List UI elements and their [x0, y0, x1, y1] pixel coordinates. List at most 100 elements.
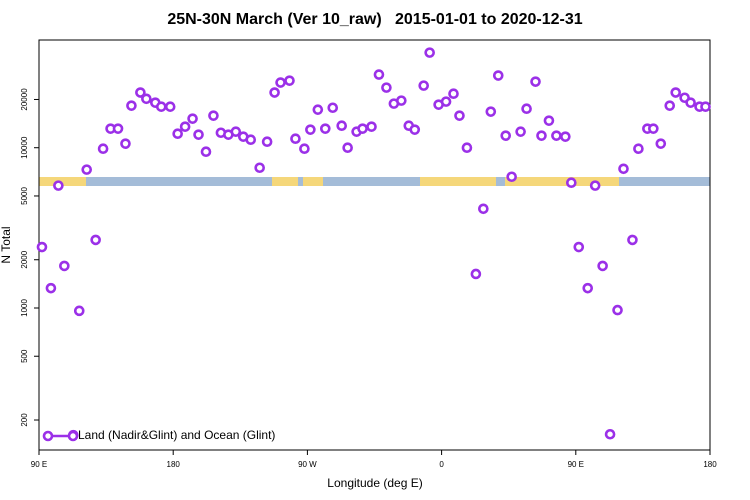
data-point	[254, 162, 265, 174]
data-point	[193, 129, 204, 140]
data-point	[373, 69, 385, 80]
data-point	[543, 115, 555, 126]
data-point	[261, 136, 273, 148]
data-point	[90, 234, 101, 246]
data-point	[126, 100, 137, 111]
data-point	[566, 177, 577, 188]
data-point	[155, 101, 167, 112]
y-tick-label: 200	[20, 413, 29, 427]
data-point	[418, 80, 430, 91]
data-point	[319, 123, 331, 134]
data-point	[604, 428, 616, 440]
data-point	[530, 76, 541, 87]
x-tick-label: 180	[703, 460, 717, 469]
data-point	[290, 133, 301, 145]
data-point	[135, 87, 146, 98]
data-point	[381, 82, 392, 93]
data-point	[589, 180, 601, 191]
land-band	[420, 177, 496, 186]
land-ocean-band	[39, 177, 710, 186]
data-point	[670, 87, 682, 98]
data-point	[269, 87, 280, 98]
data-point	[45, 282, 57, 294]
y-tick-label: 500	[20, 349, 29, 363]
chart-title: 25N-30N March (Ver 10_raw) 2015-01-01 to…	[167, 11, 582, 28]
data-point	[521, 103, 532, 115]
data-point	[470, 268, 482, 280]
data-point	[97, 143, 109, 154]
data-point	[454, 110, 465, 121]
data-point	[461, 142, 473, 154]
data-point	[245, 134, 257, 146]
data-point	[275, 77, 286, 88]
data-point	[357, 123, 368, 134]
data-point	[700, 101, 711, 112]
legend-label: Land (Nadir&Glint) and Ocean (Glint)	[78, 428, 275, 442]
data-point	[409, 124, 421, 135]
data-point	[81, 164, 93, 175]
data-point	[36, 241, 48, 253]
data-point	[53, 180, 64, 191]
data-point	[655, 138, 667, 149]
data-point	[187, 113, 198, 124]
data-point	[551, 130, 562, 141]
data-point	[424, 47, 435, 58]
data-point	[305, 124, 316, 135]
land-band	[272, 177, 298, 186]
data-point	[560, 131, 571, 142]
data-point	[664, 100, 676, 111]
data-point	[627, 234, 638, 246]
y-tick-label: 5000	[20, 187, 29, 205]
data-point	[485, 106, 497, 117]
y-axis-label: N Total	[0, 226, 13, 263]
land-band	[303, 177, 323, 186]
data-point	[492, 70, 504, 81]
x-tick-label: 0	[439, 460, 444, 469]
data-point	[208, 110, 219, 121]
data-point	[200, 146, 212, 158]
x-tick-label: 90 W	[298, 460, 317, 469]
data-point	[618, 163, 629, 175]
y-tick-label: 2000	[20, 250, 29, 268]
x-tick-label: 90 E	[568, 460, 584, 469]
data-point	[478, 203, 489, 215]
data-point	[59, 260, 70, 272]
data-point	[284, 75, 295, 86]
data-point	[685, 97, 696, 108]
data-point	[112, 123, 124, 134]
data-point	[536, 130, 547, 141]
data-point	[506, 171, 517, 183]
data-point	[172, 128, 183, 140]
data-point	[230, 126, 242, 137]
data-point	[633, 143, 644, 154]
data-point	[396, 95, 407, 106]
ocean-band	[39, 177, 710, 186]
y-tick-label: 10000	[20, 136, 29, 159]
land-band	[505, 177, 619, 186]
data-point	[342, 142, 353, 154]
data-point	[179, 121, 191, 132]
data-point	[515, 126, 526, 137]
x-axis-label: Longitude (deg E)	[327, 476, 422, 490]
data-point	[648, 123, 659, 134]
data-point	[299, 143, 310, 154]
data-point	[312, 104, 324, 115]
data-point	[164, 101, 176, 112]
plot-frame	[38, 39, 711, 451]
data-point	[73, 305, 85, 317]
legend-marker	[67, 430, 79, 442]
y-tick-label: 20000	[20, 88, 29, 111]
data-point	[500, 130, 512, 141]
data-point	[582, 282, 594, 294]
land-band	[39, 177, 86, 186]
legend-marker	[42, 430, 54, 442]
x-tick-label: 180	[167, 460, 181, 469]
data-point	[366, 121, 377, 132]
data-point	[327, 102, 339, 114]
data-point	[612, 304, 623, 316]
data-point	[336, 120, 347, 132]
data-point	[141, 93, 152, 105]
data-point	[120, 138, 131, 149]
x-tick-label: 90 E	[31, 460, 47, 469]
